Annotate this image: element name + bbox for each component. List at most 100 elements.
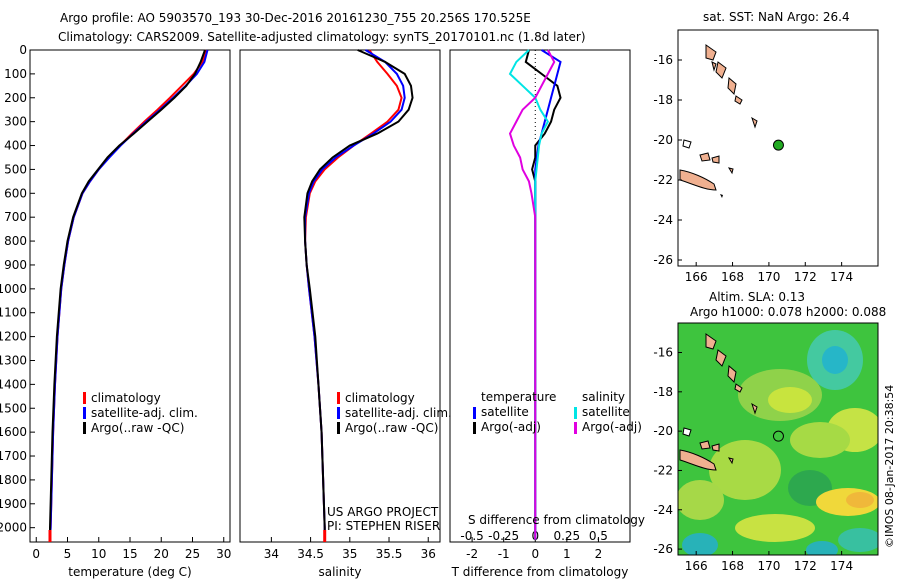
x-tick-label: 0 [32, 547, 40, 561]
y-tick-label: 700 [4, 210, 27, 224]
island [727, 167, 734, 175]
map-x-tick-label: 174 [830, 270, 853, 284]
island [711, 443, 720, 452]
y-tick-label: 1400 [0, 377, 27, 391]
map-x-tick-label: 166 [685, 270, 708, 284]
y-tick-label: 200 [4, 91, 27, 105]
x-tick-label: 10 [91, 547, 106, 561]
bottom-marker [48, 530, 52, 542]
series-line [49, 49, 208, 540]
island [734, 95, 743, 105]
difference-panel-frame [449, 49, 631, 543]
secondary-x-tick-label: 0.5 [589, 529, 608, 543]
x-tick-label: 5 [64, 547, 72, 561]
island [705, 333, 717, 350]
salinity-legend: climatology satellite-adj. clim. Argo(..… [337, 391, 452, 435]
difference-chart: -2 -1 0 1 2-0.5 -0.25 0 0.25 0.5T difference fro… [451, 49, 629, 579]
x-tick-label: 2 [595, 547, 603, 561]
map-top-land [679, 44, 758, 198]
map-x-tick-label: 168 [721, 270, 744, 284]
map-top: 166 168 170 172 174 -16 -18 -20 -22 -24 -26 [653, 29, 879, 284]
legend-label: satellite [481, 405, 529, 419]
sla-patch [806, 541, 838, 555]
island [682, 427, 692, 437]
map-y-tick-label: -24 [653, 213, 673, 227]
legend-swatch-sal-satellite [574, 407, 577, 419]
map-bottom-frame [677, 322, 879, 556]
bottom-marker [323, 530, 327, 542]
island [699, 152, 711, 162]
map-y-tick-label: -22 [653, 173, 673, 187]
x-tick-label: 0 [531, 547, 539, 561]
legend-label: satellite [582, 405, 630, 419]
y-tick-label: 2000 [0, 521, 27, 535]
secondary-x-tick-label: -0.25 [488, 529, 519, 543]
legend-swatch-temp-argo [473, 422, 476, 434]
legend-label: Argo(..raw -QC) [91, 421, 184, 435]
sla-patch [735, 514, 815, 542]
y-tick-label: 300 [4, 115, 27, 129]
map-top-title: sat. SST: NaN Argo: 26.4 [703, 10, 850, 24]
map-bottom-axes: 166 168 170 172 174 -16 -18 -20 -22 -24 -26 [653, 345, 853, 573]
map-y-tick-label: -16 [653, 345, 673, 359]
map-y-tick-label: -20 [653, 424, 673, 438]
y-tick-label: 500 [4, 162, 27, 176]
sla-field [678, 323, 878, 555]
map-y-tick-label: -22 [653, 463, 673, 477]
sla-patch [678, 480, 724, 520]
map-x-tick-label: 174 [830, 559, 853, 573]
imos-timestamp-label: ©IMOS 08-Jan-2017 20:38:54 [883, 385, 896, 548]
legend-label: satellite-adj. clim. [345, 406, 452, 420]
legend-label: Argo(-adj) [582, 420, 642, 434]
island [699, 440, 711, 450]
x-tick-label: 34 [264, 547, 279, 561]
new-caledonia-island [679, 169, 717, 191]
x-tick-label: -1 [498, 547, 510, 561]
x-tick-label: 36 [421, 547, 436, 561]
y-tick-label: 0 [19, 43, 27, 57]
legend-swatch-argo [337, 422, 340, 434]
s-difference-label: S difference from climatology [468, 513, 645, 527]
legend-swatch-climatology [337, 392, 340, 404]
x-tick-label: 15 [122, 547, 137, 561]
legend-label: climatology [91, 391, 161, 405]
header-line1: Argo profile: AO 5903570_193 30-Dec-2016… [60, 11, 531, 25]
legend-swatch-temp-satellite [473, 407, 476, 419]
y-tick-label: 1800 [0, 473, 27, 487]
map-x-tick-label: 172 [794, 559, 817, 573]
y-tick-label: 1300 [0, 353, 27, 367]
y-tick-label: 1900 [0, 497, 27, 511]
island [715, 349, 727, 367]
map-y-tick-label: -26 [653, 253, 673, 267]
legend-swatch-satellite [337, 407, 340, 419]
map-y-tick-label: -20 [653, 133, 673, 147]
sla-patch [768, 387, 812, 413]
legend-label: satellite-adj. clim. [91, 406, 198, 420]
y-tick-label: 1600 [0, 425, 27, 439]
series-line [524, 49, 562, 540]
legend-swatch-sal-argo [574, 422, 577, 434]
legend-swatch-satellite [83, 407, 86, 419]
map-bottom: 166 168 170 172 174 -16 -18 -20 -22 -24 -26 [653, 322, 879, 573]
y-tick-label: 900 [4, 258, 27, 272]
legend-title-salinity: salinity [582, 390, 625, 404]
series-line [49, 49, 206, 540]
float-location-marker [772, 430, 784, 442]
legend-label: Argo(-adj) [481, 420, 541, 434]
series-line [304, 49, 406, 540]
y-tick-label: 600 [4, 186, 27, 200]
x-tick-label: 20 [154, 547, 169, 561]
x-axis-label: T difference from climatology [451, 565, 629, 579]
legend-title-temperature: temperature [481, 390, 556, 404]
x-tick-label: 34.5 [297, 547, 324, 561]
header-line2: Climatology: CARS2009. Satellite-adjuste… [58, 30, 586, 44]
temperature-legend: climatology satellite-adj. clim. Argo(..… [83, 391, 198, 435]
map-x-tick-label: 172 [794, 270, 817, 284]
island [682, 139, 692, 149]
y-tick-label: 100 [4, 67, 27, 81]
series-line [49, 49, 209, 540]
map-x-tick-label: 166 [685, 559, 708, 573]
temperature-chart: 0 5 10 15 20 25 30 temperature (deg C) 0 100 200 30… [0, 43, 231, 579]
y-tick-label: 1000 [0, 282, 27, 296]
map-bottom-title2: Argo h1000: 0.078 h2000: 0.088 [690, 305, 886, 319]
